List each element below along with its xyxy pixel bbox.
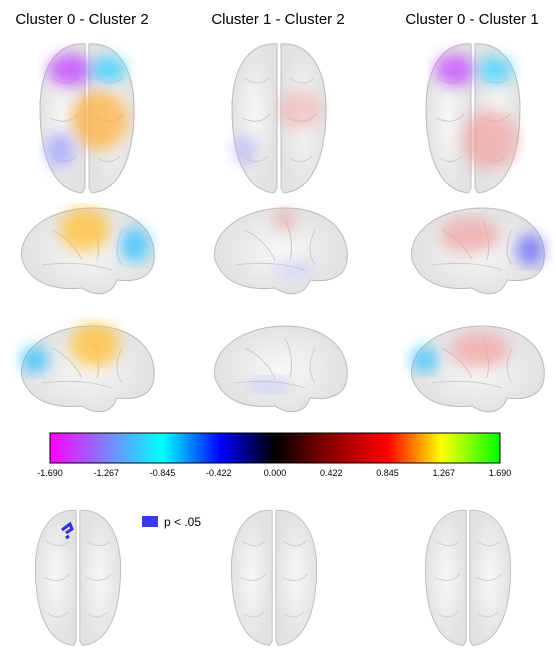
figure: Cluster 0 - Cluster 2 Cluster 1 - Cluste…: [0, 0, 556, 654]
legend-swatch: [142, 516, 158, 527]
tick-label: 0.422: [320, 468, 343, 478]
colorbar-ticks: -1.690 -1.267 -0.845 -0.422 0.000 0.422 0.845 1…: [37, 468, 511, 478]
tick-label: -1.690: [37, 468, 63, 478]
tick-label: 0.000: [264, 468, 287, 478]
column-title: Cluster 1 - Cluster 2: [211, 11, 344, 28]
colorbar: [50, 433, 500, 463]
tick-label: 1.267: [432, 468, 455, 478]
tick-label: -0.422: [206, 468, 232, 478]
column-title: Cluster 0 - Cluster 2: [15, 11, 148, 28]
column-title: Cluster 0 - Cluster 1: [405, 11, 538, 28]
legend-label: p < .05: [164, 515, 201, 529]
column-titles: Cluster 0 - Cluster 2 Cluster 1 - Cluste…: [15, 11, 538, 28]
tick-label: -1.267: [93, 468, 119, 478]
tick-label: 0.845: [376, 468, 399, 478]
tick-label: 1.690: [489, 468, 512, 478]
brain-panels: [21, 44, 544, 646]
tick-label: -0.845: [150, 468, 176, 478]
